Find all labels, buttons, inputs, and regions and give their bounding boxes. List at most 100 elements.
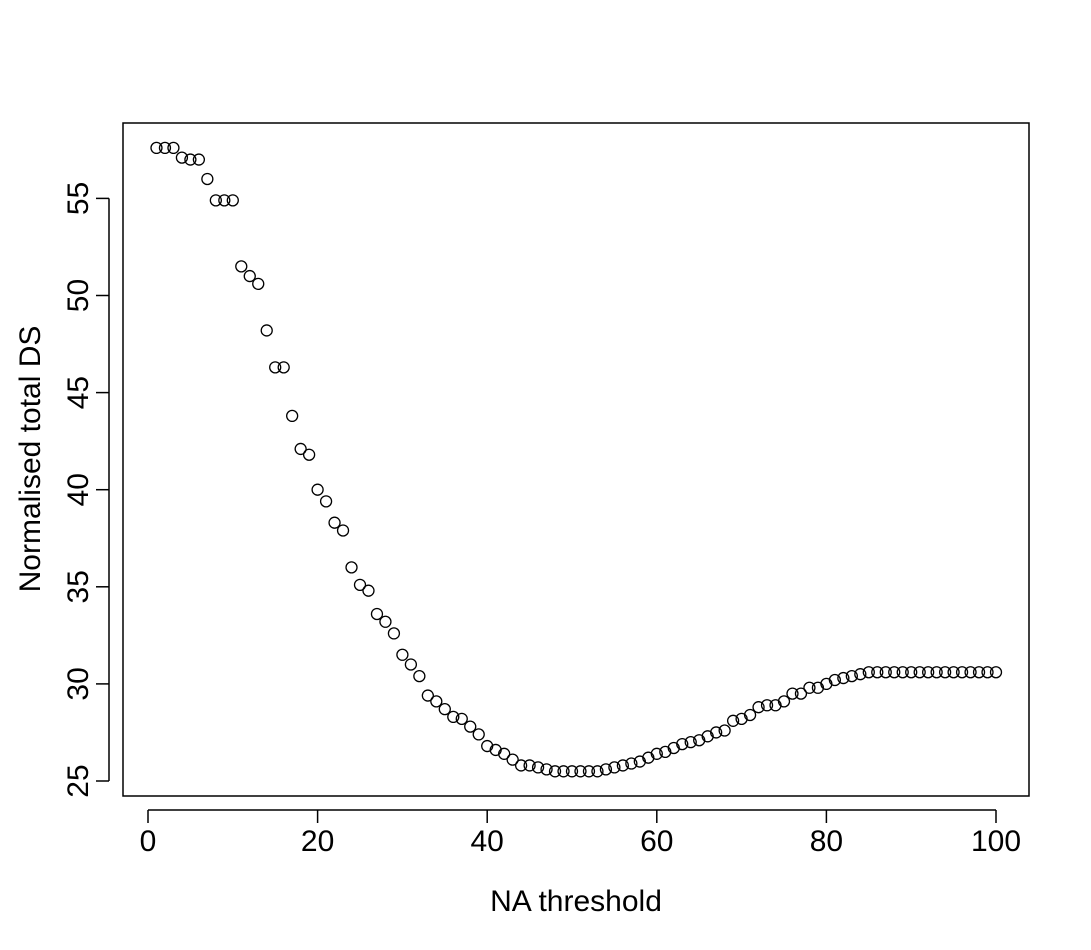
x-tick-label: 60: [640, 825, 673, 858]
data-point: [328, 516, 341, 529]
data-point: [574, 765, 587, 778]
data-point: [938, 666, 952, 679]
data-point: [370, 607, 384, 621]
data-point: [243, 269, 256, 283]
data-point: [794, 687, 808, 700]
data-point: [201, 172, 214, 186]
data-point: [837, 671, 850, 685]
data-point: [718, 724, 731, 737]
y-tick-label: 50: [62, 279, 95, 312]
data-point: [947, 666, 960, 679]
data-point: [582, 765, 596, 778]
data-point: [786, 687, 799, 700]
data-point: [888, 666, 901, 679]
data-point: [752, 701, 765, 714]
data-point: [930, 666, 943, 679]
data-point: [277, 361, 290, 374]
y-tick-label: 45: [62, 376, 95, 409]
data-point: [311, 483, 324, 496]
data-point: [430, 695, 443, 708]
y-axis-label: Normalised total DS: [14, 326, 47, 593]
data-point: [260, 324, 273, 337]
data-point: [803, 681, 816, 694]
data-point: [472, 728, 485, 741]
data-point: [252, 277, 265, 291]
y-tick-label: 55: [62, 182, 95, 215]
data-point: [379, 615, 392, 628]
plot-frame: [122, 122, 1030, 797]
data-point: [523, 759, 536, 772]
data-point: [506, 753, 519, 766]
data-point: [167, 141, 180, 155]
data-point: [879, 666, 892, 679]
data-point: [514, 759, 528, 772]
data-point: [726, 714, 740, 727]
data-point: [540, 763, 553, 776]
data-point: [684, 736, 697, 749]
data-point: [676, 737, 689, 751]
data-point: [192, 153, 206, 166]
data-point: [777, 695, 791, 708]
data-point: [226, 194, 239, 207]
data-points: [150, 141, 1003, 778]
data-point: [828, 673, 842, 687]
data-point: [743, 708, 757, 722]
data-point: [421, 689, 434, 702]
data-point: [362, 584, 375, 597]
data-point: [413, 669, 426, 683]
x-tick-label: 40: [471, 825, 504, 858]
data-point: [447, 710, 460, 724]
data-point: [565, 765, 579, 778]
data-point: [599, 763, 613, 776]
y-axis: 25 30 35 40 45 50 55: [62, 182, 110, 798]
data-point: [150, 141, 163, 155]
data-point: [972, 666, 986, 679]
x-axis-label: NA threshold: [490, 885, 662, 918]
y-tick-label: 40: [62, 473, 95, 506]
data-point: [498, 747, 511, 760]
data-point: [235, 260, 248, 273]
data-point: [955, 666, 969, 679]
data-point: [557, 765, 570, 778]
data-point: [760, 699, 774, 712]
data-point: [158, 141, 172, 155]
x-tick-label: 0: [140, 825, 157, 858]
data-point: [353, 578, 367, 592]
x-tick-label: 20: [301, 825, 334, 858]
data-point: [302, 448, 316, 461]
data-point: [319, 495, 333, 508]
data-point: [218, 194, 231, 207]
data-point: [922, 666, 935, 679]
data-point: [184, 153, 197, 166]
data-point: [862, 666, 875, 679]
y-tick-label: 35: [62, 570, 95, 603]
data-point: [981, 666, 994, 679]
data-point: [531, 761, 545, 774]
data-point: [871, 666, 884, 679]
data-point: [625, 757, 638, 770]
data-point: [650, 747, 663, 760]
data-point: [845, 669, 858, 683]
data-point: [989, 666, 1003, 679]
data-point: [896, 666, 909, 679]
x-tick-label: 100: [971, 825, 1021, 858]
data-point: [464, 720, 477, 733]
data-point: [913, 666, 926, 679]
data-point: [404, 658, 418, 671]
data-point: [286, 409, 299, 423]
data-point: [608, 761, 621, 774]
data-point: [387, 627, 401, 640]
data-point: [591, 765, 604, 778]
data-point: [269, 361, 282, 374]
x-tick-label: 80: [810, 825, 843, 858]
x-axis: 0 20 40 60 80 100: [140, 809, 1021, 858]
data-point: [396, 648, 409, 661]
data-point: [548, 765, 562, 778]
y-tick-label: 25: [62, 764, 95, 797]
data-point: [616, 759, 630, 772]
data-point: [905, 666, 918, 679]
data-point: [854, 668, 867, 681]
data-point: [455, 712, 468, 726]
data-point: [710, 726, 723, 739]
